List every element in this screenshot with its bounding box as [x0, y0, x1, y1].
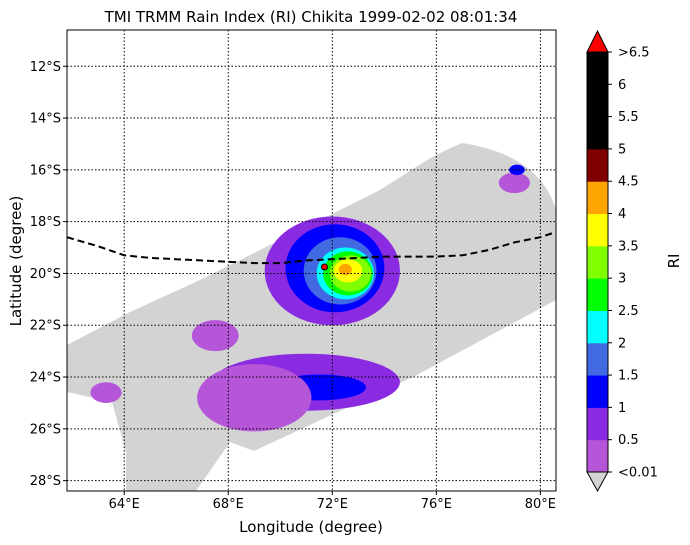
rain-region	[90, 382, 122, 403]
colorbar-band	[587, 116, 608, 150]
colorbar-tick-label: 4	[618, 207, 626, 222]
colorbar-tick-label: 6	[618, 78, 626, 93]
colorbar-label: RI	[665, 254, 683, 269]
rain-region	[498, 172, 530, 194]
x-tick-label: 64°E	[109, 497, 140, 512]
colorbar-band	[587, 342, 608, 376]
colorbar-tick-label: 1.5	[618, 369, 639, 384]
colorbar-tick-label: 4.5	[618, 175, 639, 190]
colorbar-band	[587, 148, 608, 182]
storm-center-marker	[321, 263, 329, 271]
colorbar-tick-label: 1	[618, 401, 626, 416]
colorbar-band	[587, 375, 608, 408]
y-tick-label: 14°S	[30, 112, 61, 127]
colorbar-over-triangle	[586, 29, 609, 53]
colorbar-tick-label: >6.5	[618, 46, 650, 61]
colorbar-band	[587, 278, 608, 311]
colorbar-band	[587, 213, 608, 247]
colorbar-band	[587, 439, 608, 473]
axes-frame	[66, 29, 557, 492]
y-tick-label: 12°S	[30, 60, 61, 75]
colorbar-tick-label: 5.5	[618, 110, 639, 125]
colorbar-band	[587, 52, 608, 85]
colorbar-band	[587, 310, 608, 344]
rain-region	[197, 364, 312, 432]
map-area	[67, 30, 556, 491]
colorbar-tick-label: 2.5	[618, 304, 639, 319]
y-axis-label: Latitude (degree)	[7, 196, 25, 327]
y-tick-label: 22°S	[30, 319, 61, 334]
storm-track	[67, 231, 556, 265]
y-tick-label: 20°S	[30, 267, 61, 282]
rain-region	[191, 320, 239, 352]
x-tick-label: 80°E	[525, 497, 556, 512]
rain-region	[338, 263, 352, 276]
colorbar-band	[587, 407, 608, 441]
colorbar-band	[587, 245, 608, 279]
y-axis-ticks: 12°S 14°S 16°S 18°S 20°S 22°S 24°S 26°S 28°S	[30, 60, 67, 489]
x-tick-label: 76°E	[421, 497, 452, 512]
colorbar-frame	[586, 51, 609, 473]
y-tick-label: 16°S	[30, 163, 61, 178]
colorbar-under-triangle	[586, 471, 609, 493]
x-tick-label: 72°E	[317, 497, 348, 512]
colorbar-tick-label: 0.5	[618, 433, 639, 448]
x-tick-label: 68°E	[213, 497, 244, 512]
colorbar-tick-label: 3.5	[618, 239, 639, 254]
x-axis-label: Longitude (degree)	[239, 518, 383, 536]
y-tick-label: 18°S	[30, 215, 61, 230]
colorbar-tick-label: 5	[618, 142, 626, 157]
colorbar-tick-label: 2	[618, 336, 626, 351]
grid-lines	[67, 30, 556, 491]
rain-region	[509, 164, 525, 176]
colorbar: <0.01 0.5 1 1.5 2 2.5 3 3.5 4 4.5 5 5.5 6 >6.5	[586, 29, 658, 493]
colorbar-tick-label: <0.01	[618, 466, 658, 481]
colorbar-tick-label: 3	[618, 272, 626, 287]
y-tick-label: 26°S	[30, 422, 61, 437]
map-title: TMI TRMM Rain Index (RI) Chikita 1999-02…	[104, 8, 518, 26]
colorbar-band	[587, 181, 608, 215]
x-axis-ticks: 64°E 68°E 72°E 76°E 80°E	[109, 491, 556, 512]
y-tick-label: 24°S	[30, 371, 61, 386]
y-tick-label: 28°S	[30, 474, 61, 489]
colorbar-band	[587, 84, 608, 118]
